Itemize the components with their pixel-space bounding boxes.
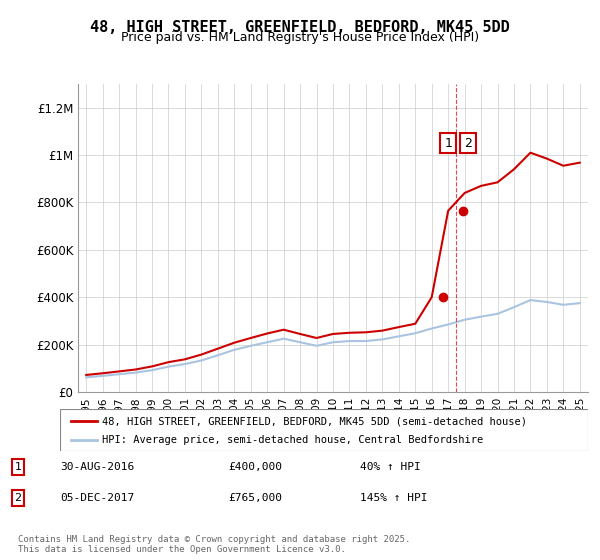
Text: 145% ↑ HPI: 145% ↑ HPI [360,493,427,503]
Text: 30-AUG-2016: 30-AUG-2016 [60,462,134,472]
Text: 1: 1 [14,462,22,472]
Text: 05-DEC-2017: 05-DEC-2017 [60,493,134,503]
FancyBboxPatch shape [60,409,588,451]
Text: Price paid vs. HM Land Registry's House Price Index (HPI): Price paid vs. HM Land Registry's House … [121,31,479,44]
Text: £765,000: £765,000 [228,493,282,503]
Text: Contains HM Land Registry data © Crown copyright and database right 2025.
This d: Contains HM Land Registry data © Crown c… [18,535,410,554]
Text: 1: 1 [444,137,452,150]
Text: 48, HIGH STREET, GREENFIELD, BEDFORD, MK45 5DD (semi-detached house): 48, HIGH STREET, GREENFIELD, BEDFORD, MK… [102,417,527,426]
Text: 2: 2 [14,493,22,503]
Text: HPI: Average price, semi-detached house, Central Bedfordshire: HPI: Average price, semi-detached house,… [102,435,484,445]
Text: 48, HIGH STREET, GREENFIELD, BEDFORD, MK45 5DD: 48, HIGH STREET, GREENFIELD, BEDFORD, MK… [90,20,510,35]
Text: £400,000: £400,000 [228,462,282,472]
Text: 40% ↑ HPI: 40% ↑ HPI [360,462,421,472]
Text: 2: 2 [464,137,472,150]
